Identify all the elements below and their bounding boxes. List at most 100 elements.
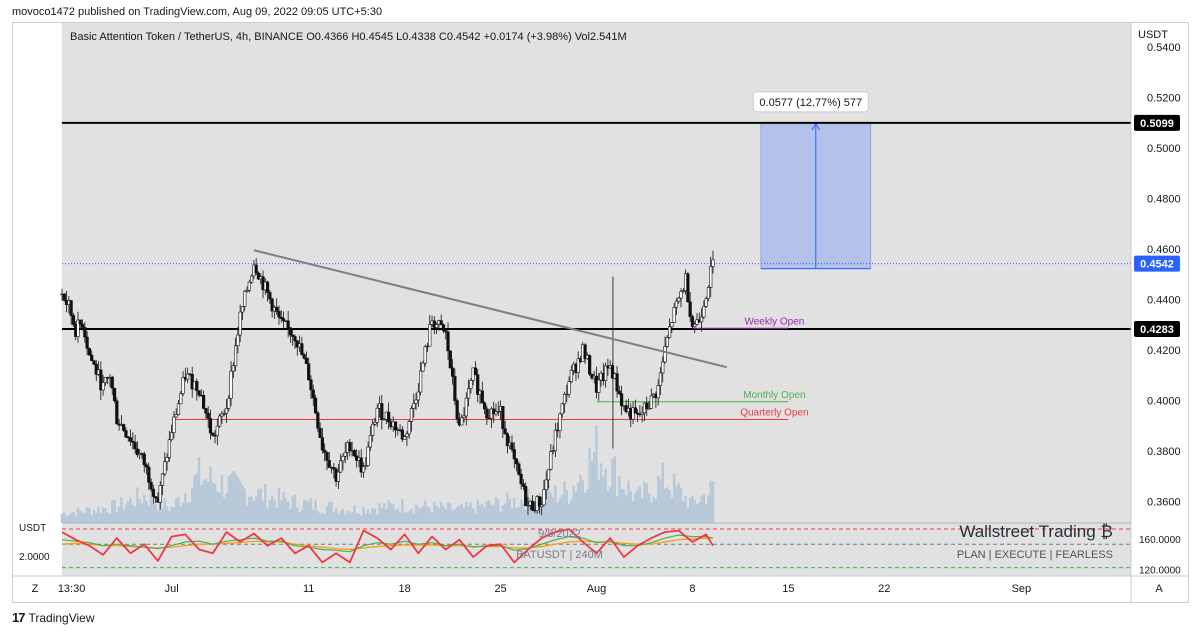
candle-body xyxy=(473,367,478,375)
volume-bar xyxy=(65,516,68,523)
volume-bar xyxy=(362,506,365,523)
volume-bar xyxy=(497,499,500,523)
volume-bar xyxy=(129,497,132,523)
candle-body xyxy=(364,465,368,467)
volume-bar xyxy=(704,504,708,523)
volume-bar xyxy=(101,507,105,523)
candle-body xyxy=(542,489,546,506)
y-tick-label: 0.4800 xyxy=(1147,193,1181,205)
candle-body xyxy=(174,414,178,418)
price-tag-bg xyxy=(1134,255,1180,272)
candle-body xyxy=(222,413,226,415)
volume-bar xyxy=(190,487,194,523)
volume-bar xyxy=(74,516,77,523)
volume-bar xyxy=(106,512,109,523)
candle-body xyxy=(110,376,114,389)
volume-bar xyxy=(656,476,660,523)
candle-body xyxy=(428,324,432,347)
candle-body xyxy=(240,306,245,313)
candle-body xyxy=(560,403,564,415)
volume-bar xyxy=(268,500,272,523)
volume-bar xyxy=(531,508,534,523)
volume-bar xyxy=(700,495,703,523)
volume-bar xyxy=(654,498,658,523)
volume-bar xyxy=(149,492,153,523)
volume-bar xyxy=(636,489,639,523)
candle-body xyxy=(453,376,457,401)
price-chart[interactable]: 0.0577 (12.77%) 577 0.5099 0.4283 0.4542 W… xyxy=(13,23,1188,602)
candle-body xyxy=(135,448,139,456)
candle-body xyxy=(332,467,336,470)
volume-bar xyxy=(650,502,653,523)
candle-body xyxy=(667,326,672,338)
candle-body xyxy=(686,273,690,303)
volume-bar xyxy=(88,508,91,523)
volume-bar xyxy=(620,489,623,523)
volume-bar xyxy=(227,476,230,523)
candle-body xyxy=(387,411,391,423)
volume-bar xyxy=(108,514,112,523)
volume-bar xyxy=(682,501,685,523)
candle-body xyxy=(218,415,222,427)
candle-body xyxy=(202,394,206,409)
candle-body xyxy=(165,457,169,462)
volume-bar xyxy=(517,506,521,523)
volume-bar xyxy=(298,512,301,523)
volume-bar xyxy=(280,500,283,523)
candle-body xyxy=(336,471,340,482)
candle-body xyxy=(503,428,507,435)
volume-bar xyxy=(113,499,116,523)
volume-bar xyxy=(81,511,84,523)
volume-bar xyxy=(515,507,518,523)
candle-body xyxy=(197,390,201,396)
volume-bar xyxy=(291,496,294,523)
rsi-line-red xyxy=(61,528,714,564)
volume-bar xyxy=(442,505,445,523)
candle-body xyxy=(517,463,521,475)
volume-bar xyxy=(312,509,315,523)
candle-body xyxy=(325,452,329,461)
volume-bar xyxy=(63,512,66,523)
volume-bar xyxy=(483,507,486,523)
volume-bar xyxy=(570,499,573,523)
volume-bar xyxy=(378,503,381,523)
open-label-monthly-open: Monthly Open xyxy=(743,390,805,401)
volume-bar xyxy=(90,515,93,523)
candle-body xyxy=(393,421,398,431)
candle-body xyxy=(69,300,73,316)
candle-body xyxy=(341,456,345,462)
volume-bar xyxy=(250,496,253,523)
candle-body xyxy=(460,417,464,426)
volume-bar xyxy=(643,481,646,523)
candle-body xyxy=(435,324,439,328)
volume-bar xyxy=(663,488,667,523)
volume-bar xyxy=(168,510,171,523)
candle-body xyxy=(658,372,663,386)
volume-bar xyxy=(387,499,390,523)
volume-bar xyxy=(145,500,148,523)
candle-body xyxy=(227,398,231,409)
candle-body xyxy=(681,290,685,292)
candle-body xyxy=(450,367,455,377)
volume-bar xyxy=(449,503,452,523)
footer-logo[interactable]: 17 TradingView xyxy=(12,610,95,625)
candle-body xyxy=(318,427,322,438)
volume-bar xyxy=(439,502,443,523)
y-tick-label: 0.5000 xyxy=(1147,143,1181,155)
candle-body xyxy=(229,370,233,399)
volume-bar xyxy=(412,513,415,523)
volume-bar xyxy=(218,492,221,523)
volume-bar xyxy=(551,497,555,523)
candle-body xyxy=(339,460,343,473)
volume-bar xyxy=(451,510,454,523)
candle-body xyxy=(371,423,375,436)
volume-bar xyxy=(284,498,288,523)
candle-body xyxy=(99,369,103,391)
candle-body xyxy=(480,390,484,404)
candle-body xyxy=(311,389,315,399)
candle-body xyxy=(154,496,158,499)
volume-bar xyxy=(499,511,502,523)
candle-body xyxy=(519,473,523,485)
price-tag-0.5099: 0.5099 xyxy=(1140,118,1174,130)
y-tick-label: 0.4600 xyxy=(1147,244,1181,256)
